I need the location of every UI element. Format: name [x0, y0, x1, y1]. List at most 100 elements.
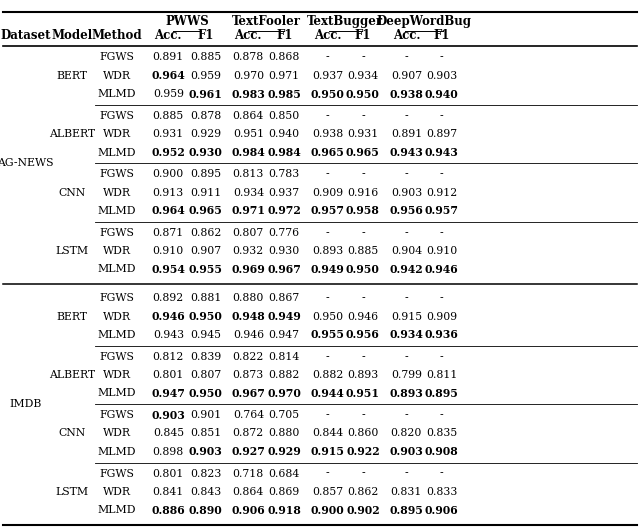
Text: 0.801: 0.801	[152, 370, 184, 380]
Text: Model: Model	[51, 29, 92, 42]
Text: 0.927: 0.927	[232, 446, 265, 457]
Text: -: -	[404, 468, 408, 478]
Text: FGWS: FGWS	[100, 169, 134, 179]
Text: Acc.: Acc.	[393, 29, 420, 42]
Text: 0.915: 0.915	[310, 446, 345, 457]
Text: 0.801: 0.801	[152, 468, 184, 478]
Text: 0.812: 0.812	[152, 352, 184, 362]
Text: 0.776: 0.776	[269, 228, 300, 238]
Text: Acc.: Acc.	[155, 29, 182, 42]
Text: 0.909: 0.909	[426, 312, 457, 322]
Text: 0.958: 0.958	[346, 205, 380, 217]
Text: 0.873: 0.873	[233, 370, 264, 380]
Text: 0.811: 0.811	[426, 370, 458, 380]
Text: 0.967: 0.967	[268, 264, 301, 275]
Text: 0.891: 0.891	[153, 53, 184, 63]
Text: 0.942: 0.942	[390, 264, 423, 275]
Text: -: -	[326, 169, 330, 179]
Text: 0.895: 0.895	[425, 388, 458, 399]
Text: -: -	[326, 468, 330, 478]
Text: 0.903: 0.903	[426, 71, 457, 81]
Text: 0.931: 0.931	[153, 129, 184, 139]
Text: -: -	[361, 468, 365, 478]
Text: 0.890: 0.890	[189, 504, 222, 516]
Text: BERT: BERT	[56, 71, 87, 81]
Text: FGWS: FGWS	[100, 111, 134, 121]
Text: -: -	[361, 410, 365, 420]
Text: 0.955: 0.955	[310, 329, 345, 340]
Text: 0.885: 0.885	[190, 53, 221, 63]
Text: 0.910: 0.910	[426, 246, 457, 256]
Text: MLMD: MLMD	[98, 330, 136, 340]
Text: 0.893: 0.893	[390, 388, 423, 399]
Text: 0.885: 0.885	[348, 246, 378, 256]
Text: 0.956: 0.956	[390, 205, 423, 217]
Text: FGWS: FGWS	[100, 228, 134, 238]
Text: 0.841: 0.841	[153, 487, 184, 497]
Text: 0.934: 0.934	[233, 187, 264, 198]
Text: 0.951: 0.951	[346, 388, 380, 399]
Text: CNN: CNN	[58, 429, 85, 439]
Text: 0.844: 0.844	[312, 429, 343, 439]
Text: 0.946: 0.946	[348, 312, 378, 322]
Text: 0.906: 0.906	[232, 504, 265, 516]
Text: 0.940: 0.940	[425, 89, 458, 100]
Text: LSTM: LSTM	[55, 487, 88, 497]
Text: 0.934: 0.934	[348, 71, 378, 81]
Text: 0.822: 0.822	[232, 352, 264, 362]
Text: MLMD: MLMD	[98, 447, 136, 457]
Text: 0.895: 0.895	[390, 504, 423, 516]
Text: -: -	[361, 53, 365, 63]
Text: 0.845: 0.845	[153, 429, 184, 439]
Text: -: -	[440, 228, 444, 238]
Text: 0.965: 0.965	[189, 205, 222, 217]
Text: 0.985: 0.985	[268, 89, 301, 100]
Text: AG-NEWS: AG-NEWS	[0, 158, 54, 168]
Text: -: -	[404, 352, 408, 362]
Text: 0.705: 0.705	[269, 410, 300, 420]
Text: -: -	[361, 169, 365, 179]
Text: 0.835: 0.835	[426, 429, 457, 439]
Text: 0.869: 0.869	[269, 487, 300, 497]
Text: WDR: WDR	[103, 487, 131, 497]
Text: 0.783: 0.783	[269, 169, 300, 179]
Text: Dataset: Dataset	[1, 29, 51, 42]
Text: 0.929: 0.929	[268, 446, 301, 457]
Text: 0.944: 0.944	[311, 388, 344, 399]
Text: 0.862: 0.862	[189, 228, 221, 238]
Text: 0.900: 0.900	[311, 504, 344, 516]
Text: -: -	[404, 111, 408, 121]
Text: Acc.: Acc.	[235, 29, 262, 42]
Text: 0.948: 0.948	[232, 311, 265, 322]
Text: 0.878: 0.878	[190, 111, 221, 121]
Text: WDR: WDR	[103, 312, 131, 322]
Text: F1: F1	[433, 29, 450, 42]
Text: Method: Method	[92, 29, 143, 42]
Text: 0.860: 0.860	[347, 429, 379, 439]
Text: -: -	[440, 53, 444, 63]
Text: 0.813: 0.813	[232, 169, 264, 179]
Text: 0.950: 0.950	[189, 388, 222, 399]
Text: 0.807: 0.807	[190, 370, 221, 380]
Text: 0.943: 0.943	[425, 147, 458, 158]
Text: 0.880: 0.880	[268, 429, 300, 439]
Text: 0.893: 0.893	[348, 370, 378, 380]
Text: WDR: WDR	[103, 187, 131, 198]
Text: 0.913: 0.913	[153, 187, 184, 198]
Text: -: -	[404, 169, 408, 179]
Text: FGWS: FGWS	[100, 293, 134, 303]
Text: 0.957: 0.957	[310, 205, 345, 217]
Text: 0.807: 0.807	[233, 228, 264, 238]
Text: 0.902: 0.902	[346, 504, 380, 516]
Text: 0.862: 0.862	[347, 487, 379, 497]
Text: 0.984: 0.984	[268, 147, 301, 158]
Text: -: -	[326, 293, 330, 303]
Text: 0.937: 0.937	[269, 187, 300, 198]
Text: 0.918: 0.918	[268, 504, 301, 516]
Text: -: -	[361, 293, 365, 303]
Text: 0.895: 0.895	[190, 169, 221, 179]
Text: 0.959: 0.959	[153, 89, 184, 99]
Text: 0.964: 0.964	[152, 205, 185, 217]
Text: 0.950: 0.950	[346, 89, 380, 100]
Text: 0.931: 0.931	[348, 129, 378, 139]
